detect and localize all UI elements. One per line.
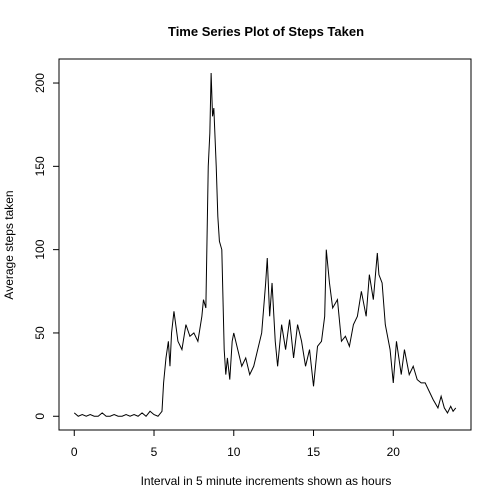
series-line xyxy=(73,73,457,417)
x-tick-label: 10 xyxy=(227,445,241,459)
x-tick-label: 5 xyxy=(151,445,158,459)
y-tick-label: 100 xyxy=(33,239,47,259)
y-tick-label: 200 xyxy=(33,73,47,93)
x-tick-label: 0 xyxy=(71,445,78,459)
y-axis-label: Average steps taken xyxy=(2,190,16,299)
y-tick-label: 150 xyxy=(33,156,47,176)
x-tick-label: 20 xyxy=(387,445,401,459)
x-tick-label: 15 xyxy=(307,445,321,459)
chart-title: Time Series Plot of Steps Taken xyxy=(168,24,364,39)
x-axis-label: Interval in 5 minute increments shown as… xyxy=(141,474,392,488)
y-tick-label: 0 xyxy=(33,413,47,420)
y-tick-label: 50 xyxy=(33,326,47,340)
